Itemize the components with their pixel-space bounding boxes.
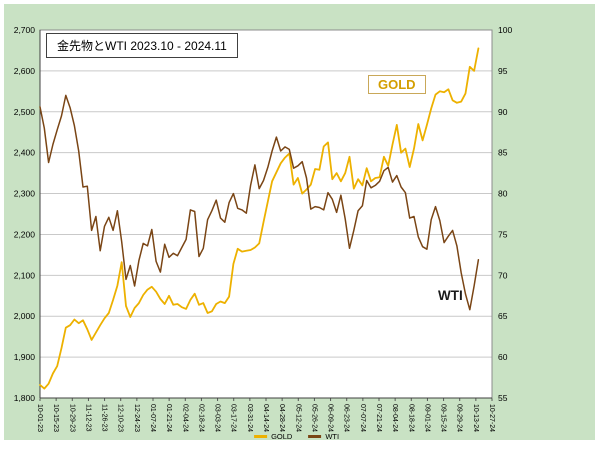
left-axis-tick-label: 2,600 [14,66,36,76]
chart-title: 金先物とWTI 2023.10 - 2024.11 [46,33,238,58]
x-axis-tick-label: 03-03-24 [214,404,221,432]
series-line-gold [39,47,480,390]
x-axis-tick-label: 06-09-24 [327,404,334,432]
right-axis-tick-label: 65 [498,311,508,321]
x-axis-tick-label: 09-29-24 [456,404,463,432]
right-axis-tick-label: 75 [498,229,508,239]
wti-series-annotation: WTI [438,288,463,303]
x-axis-tick-label: 05-12-24 [294,404,301,432]
left-axis-tick-label: 2,500 [14,107,36,117]
wti-legend-swatch-icon [308,435,322,438]
x-axis-tick-label: 01-21-24 [165,404,172,432]
left-axis-tick-label: 1,900 [14,352,36,362]
x-axis-tick-label: 04-28-24 [278,404,285,432]
x-axis-tick-label: 08-04-24 [391,404,398,432]
x-axis-tick-label: 03-31-24 [246,404,253,432]
x-axis-tick-label: 07-21-24 [375,404,382,432]
right-axis-tick-label: 60 [498,352,508,362]
x-axis-tick-label: 12-24-23 [133,404,140,432]
left-axis-tick-label: 2,100 [14,270,36,280]
right-axis-tick-label: 80 [498,189,508,199]
x-axis-tick-label: 02-18-24 [197,404,204,432]
x-axis-tick-label: 10-27-24 [488,404,495,432]
legend-item-wti: WTI [308,432,339,441]
right-axis-tick-label: 95 [498,66,508,76]
left-axis-tick-label: 2,400 [14,148,36,158]
gold-legend-swatch-icon [254,435,268,438]
x-axis-tick-label: 05-26-24 [310,404,317,432]
left-axis-tick-label: 2,700 [14,25,36,35]
x-axis-tick-label: 02-04-24 [181,404,188,432]
x-axis-tick-label: 08-18-24 [407,404,414,432]
right-axis-tick-label: 90 [498,107,508,117]
x-axis-tick-label: 04-14-24 [262,404,269,432]
right-axis-tick-label: 85 [498,148,508,158]
x-axis-tick-label: 09-01-24 [423,404,430,432]
series-line-wti [39,94,480,311]
gold-series-annotation: GOLD [368,75,426,94]
chart-legend: GOLD WTI [254,432,339,441]
left-axis-tick-label: 2,200 [14,229,36,239]
right-axis-tick-label: 55 [498,393,508,403]
right-axis-tick-label: 70 [498,270,508,280]
x-axis-tick-label: 01-07-24 [149,404,156,432]
x-axis-tick-label: 09-15-24 [440,404,447,432]
x-axis-tick-label: 10-15-23 [52,404,59,432]
x-axis-tick-label: 11-12-23 [84,404,91,432]
right-axis-tick-label: 100 [498,25,512,35]
left-axis-tick-label: 2,300 [14,189,36,199]
x-axis-tick-label: 10-29-23 [68,404,75,432]
x-axis-tick-label: 12-10-23 [117,404,124,432]
x-axis-tick-label: 06-23-24 [343,404,350,432]
legend-item-gold: GOLD [254,432,292,441]
left-axis-tick-label: 1,800 [14,393,36,403]
x-axis-tick-label: 10-01-23 [36,404,43,432]
x-axis-tick-label: 11-26-23 [101,404,108,432]
legend-label-gold: GOLD [271,432,293,441]
x-axis-tick-label: 07-07-24 [359,404,366,432]
x-axis-tick-label: 10-13-24 [472,404,479,432]
legend-label-wti: WTI [325,432,340,441]
x-axis-tick-label: 03-17-24 [230,404,237,432]
left-axis-tick-label: 2,000 [14,311,36,321]
